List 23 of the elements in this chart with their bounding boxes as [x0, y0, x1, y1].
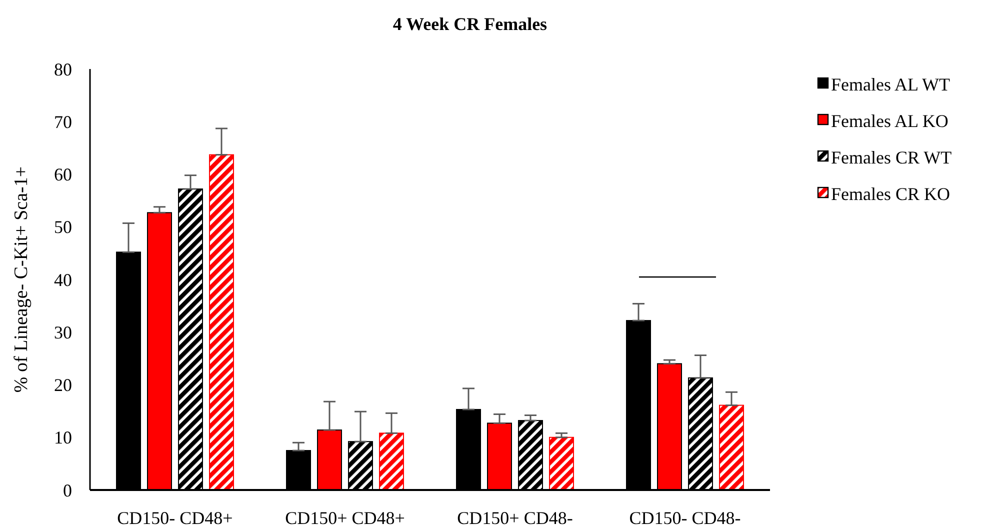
- x-tick-label: CD150- CD48+: [117, 508, 233, 528]
- x-tick-label: CD150+ CD48+: [285, 508, 405, 528]
- y-tick-label: 20: [54, 375, 72, 396]
- bar: [719, 404, 744, 490]
- y-tick-label: 60: [54, 164, 72, 185]
- bar: [209, 154, 234, 490]
- y-tick-label: 10: [54, 428, 72, 448]
- y-axis-title: % of Lineage- C-Kit+ Sca-1+: [11, 166, 32, 393]
- chart-title: 4 Week CR Females: [392, 14, 548, 34]
- y-tick-label: 40: [54, 270, 72, 290]
- legend-label: Females CR WT: [831, 147, 952, 168]
- x-tick-label: CD150+ CD48-: [457, 508, 573, 528]
- y-tick-label: 50: [54, 217, 72, 238]
- legend-label: Females AL KO: [831, 110, 948, 131]
- y-tick-label: 0: [63, 480, 72, 500]
- bar: [549, 436, 574, 490]
- y-tick-label: 70: [54, 112, 72, 132]
- legend-label: Females AL WT: [831, 74, 950, 94]
- x-tick-label: CD150- CD48-: [629, 508, 741, 528]
- y-tick-label: 80: [54, 59, 72, 80]
- bar: [379, 432, 404, 490]
- legend-label: Females CR KO: [831, 184, 950, 204]
- y-tick-label: 30: [54, 322, 72, 342]
